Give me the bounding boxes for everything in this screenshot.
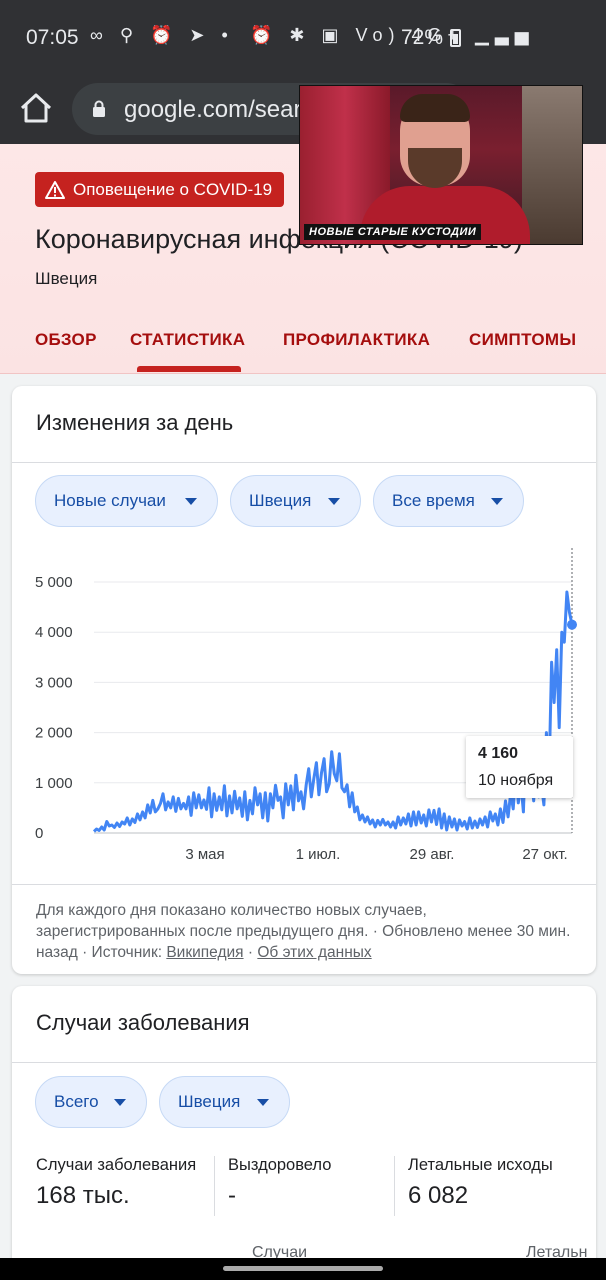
covid-alert-badge[interactable]: Оповещение о COVID-19 <box>35 172 285 207</box>
gesture-handle[interactable] <box>223 1266 383 1271</box>
tab-prevention[interactable]: ПРОФИЛАКТИКА <box>283 330 431 349</box>
tab-overview[interactable]: ОБЗОР <box>35 330 97 349</box>
period-dropdown[interactable]: Все время <box>373 475 524 527</box>
chevron-down-icon <box>328 498 340 505</box>
total-dropdown-label: Всего <box>54 1092 99 1111</box>
stat-value-deaths: 6 082 <box>408 1182 469 1209</box>
x-tick-label: 3 мая <box>185 846 224 863</box>
x-tick-label: 27 окт. <box>522 846 567 863</box>
tab-statistics[interactable]: СТАТИСТИКА <box>130 330 246 349</box>
footnote-sep: · <box>243 944 258 961</box>
stat-separator <box>394 1156 395 1216</box>
card-divider <box>12 884 596 885</box>
about-data-link[interactable]: Об этих данных <box>257 944 372 961</box>
url-text: google.com/search <box>124 96 304 123</box>
y-tick-label: 3 000 <box>35 674 73 691</box>
chart-tooltip: 4 160 10 ноября <box>466 736 573 798</box>
y-axis-labels: 5 000 4 000 3 000 2 000 1 000 0 <box>35 574 73 842</box>
cases-region-label: Швеция <box>178 1092 241 1111</box>
video-person-hair <box>400 94 470 122</box>
y-tick-label: 1 000 <box>35 775 73 792</box>
alert-text: Оповещение о COVID-19 <box>73 180 273 199</box>
total-dropdown[interactable]: Всего <box>35 1076 147 1128</box>
video-caption: НОВЫЕ СТАРЫЕ КУСТОДИИ <box>304 224 482 240</box>
x-tick-label: 29 авг. <box>410 846 455 863</box>
x-tick-label: 1 июл. <box>296 846 341 863</box>
status-time: 07:05 <box>26 26 79 49</box>
chevron-down-icon <box>185 498 197 505</box>
y-tick-label: 2 000 <box>35 725 73 742</box>
address-bar[interactable]: google.com/search <box>72 83 472 135</box>
footnote-text: Для каждого дня показано количество новы… <box>36 902 571 961</box>
card-divider <box>12 462 596 463</box>
cases-card-title: Случаи заболевания <box>36 1010 250 1035</box>
tab-bar: ОБЗОР СТАТИСТИКА ПРОФИЛАКТИКА СИМПТОМЫ <box>0 326 606 374</box>
active-tab-indicator <box>137 366 241 372</box>
stat-label-deaths: Летальные исходы <box>408 1156 553 1174</box>
home-icon[interactable] <box>16 88 56 128</box>
chevron-down-icon <box>257 1099 269 1106</box>
table-header-deaths: Летальн <box>526 1244 588 1261</box>
video-window <box>522 86 582 244</box>
x-axis-labels: 3 мая 1 июл. 29 авг. 27 окт. <box>185 846 567 863</box>
y-tick-label: 4 000 <box>35 624 73 641</box>
system-icons: ⏰ ✱ ▣ Vo) 4G+ ▁▃▅ <box>250 25 535 45</box>
tooltip-value: 4 160 <box>478 745 519 762</box>
daily-cases-chart[interactable]: 5 000 4 000 3 000 2 000 1 000 0 3 мая 1 июл. 29… <box>12 546 596 866</box>
region-dropdown-label: Швеция <box>249 491 312 510</box>
stat-label-recovered: Выздоровело <box>228 1156 332 1174</box>
warning-icon <box>45 181 65 199</box>
status-bar: 07:05 ∞ ⚲ ⏰ ➤ • ⏰ ✱ ▣ Vo) 4G+ ▁▃▅ 72% <box>0 0 606 74</box>
cases-series-line <box>92 590 574 833</box>
chart-footnote: Для каждого дня показано количество новы… <box>36 900 576 963</box>
chevron-down-icon <box>114 1099 126 1106</box>
notification-icons: ∞ ⚲ ⏰ ➤ • <box>90 25 234 45</box>
cases-region-dropdown[interactable]: Швеция <box>159 1076 290 1128</box>
region-dropdown[interactable]: Швеция <box>230 475 361 527</box>
tooltip-date: 10 ноября <box>478 772 554 789</box>
video-overlay[interactable]: НОВЫЕ СТАРЫЕ КУСТОДИИ <box>299 85 583 245</box>
battery-percent: 72% <box>401 26 444 49</box>
table-header-cases: Случаи <box>252 1244 308 1261</box>
chevron-down-icon <box>491 498 503 505</box>
daily-changes-card: Изменения за день Новые случаи Швеция Вс… <box>12 386 596 974</box>
y-tick-label: 5 000 <box>35 574 73 591</box>
y-tick-label: 0 <box>35 825 43 842</box>
period-dropdown-label: Все время <box>392 491 475 510</box>
stat-label-cases: Случаи заболевания <box>36 1156 197 1174</box>
metric-dropdown[interactable]: Новые случаи <box>35 475 218 527</box>
stat-value-recovered: - <box>228 1182 236 1209</box>
lock-icon <box>93 100 105 117</box>
source-link[interactable]: Википедия <box>166 944 244 961</box>
cases-card: Случаи заболевания Всего Швеция Случаи з… <box>12 986 596 1280</box>
hover-point <box>567 619 577 630</box>
daily-card-title: Изменения за день <box>36 410 234 435</box>
tab-symptoms[interactable]: СИМПТОМЫ <box>469 330 577 349</box>
stat-separator <box>214 1156 215 1216</box>
metric-dropdown-label: Новые случаи <box>54 491 166 510</box>
stat-value-cases: 168 тыс. <box>36 1182 130 1209</box>
country-subtitle: Швеция <box>35 269 98 288</box>
battery-icon <box>450 29 461 47</box>
card-divider <box>12 1062 596 1063</box>
